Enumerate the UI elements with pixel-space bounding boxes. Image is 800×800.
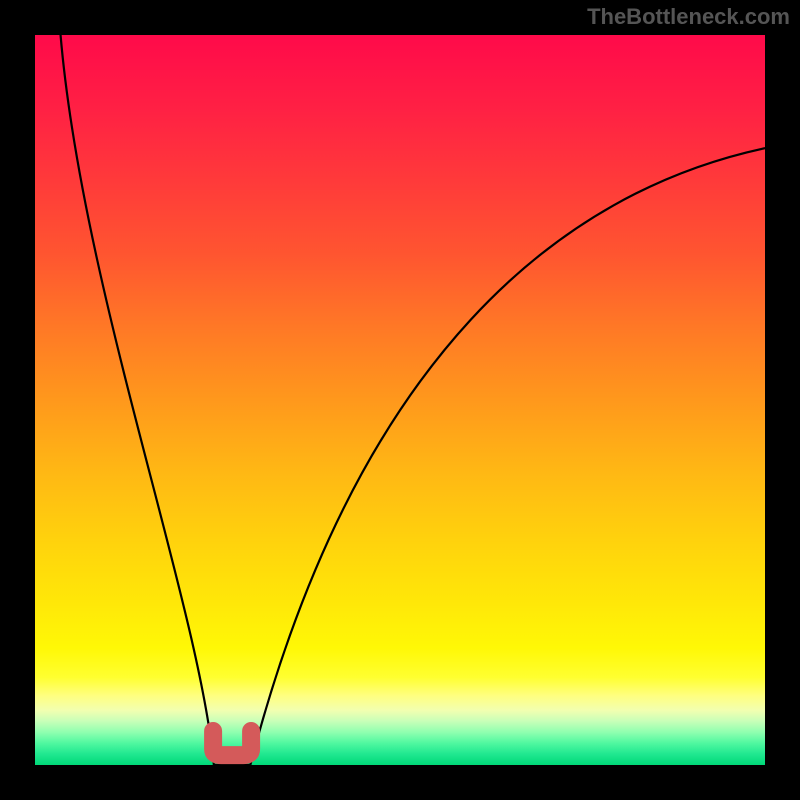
watermark-text: TheBottleneck.com (587, 4, 790, 30)
chart-container: TheBottleneck.com (0, 0, 800, 800)
bottleneck-chart (0, 0, 800, 800)
